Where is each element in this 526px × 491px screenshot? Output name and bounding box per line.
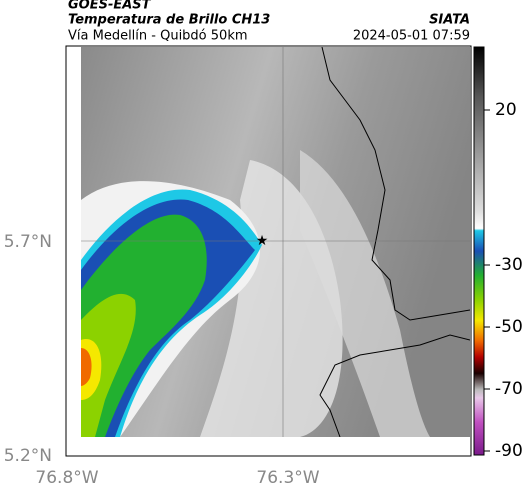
colorbar [473, 46, 485, 456]
colorbar-tick-label: -90 [495, 441, 523, 461]
colorbar-tick-label: -50 [495, 317, 523, 337]
colorbar-tick-label: -70 [495, 379, 523, 399]
datetime: 2024-05-01 07:59 [353, 29, 470, 44]
region: Vía Medellín - Quibdó 50km [68, 29, 248, 44]
colorbar-ticks: 20 -30 -50 -70 -90 [484, 100, 523, 461]
source: SIATA [429, 13, 470, 28]
location-star: ★ [256, 233, 269, 249]
satellite-image [81, 47, 470, 437]
boundaries [319, 47, 470, 437]
colorbar-tick-label: 20 [495, 100, 517, 120]
subtitle: Temperatura de Brillo CH13 [68, 13, 270, 28]
title: GOES-EAST [68, 0, 152, 13]
lat-label: 5.7°N [4, 232, 52, 252]
colorbar-tick-label: -30 [495, 255, 523, 275]
lon-label: 76.8°W [35, 468, 98, 488]
lon-label: 76.3°W [256, 468, 319, 488]
lat-label: 5.2°N [4, 446, 52, 466]
